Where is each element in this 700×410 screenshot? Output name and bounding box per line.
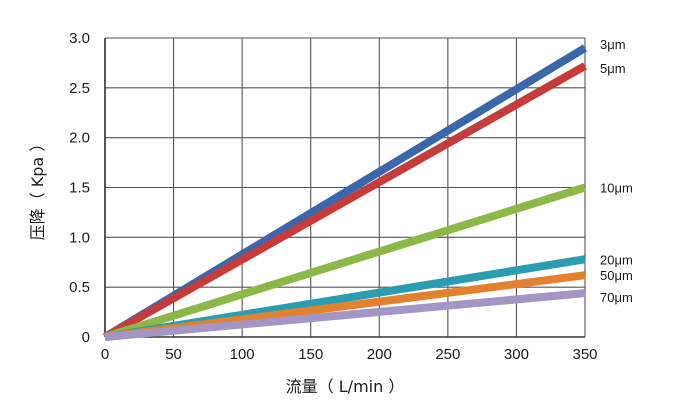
x-tick-label-3: 150	[298, 346, 323, 363]
x-tick-label-1: 50	[165, 346, 182, 363]
grid	[104, 37, 586, 338]
y-axis-title: 压降（ Kpa ）	[28, 136, 47, 241]
y-tick-labels: 0 0.5 1.0 1.5 2.0 2.5 3.0	[69, 30, 90, 346]
x-tick-label-4: 200	[367, 346, 392, 363]
series-label-70μm: 70μm	[600, 290, 633, 305]
series-label-20μm: 20μm	[600, 252, 633, 267]
x-tick-label-0: 0	[101, 346, 109, 363]
y-tick-label-5: 2.5	[69, 80, 90, 97]
series-label-10μm: 10μm	[600, 181, 633, 196]
series-label-3μm: 3μm	[600, 37, 626, 52]
y-tick-label-1: 0.5	[69, 279, 90, 296]
y-tick-label-2: 1.0	[69, 229, 90, 246]
y-tick-label-3: 1.5	[69, 180, 90, 197]
y-tick-label-0: 0	[82, 329, 90, 346]
series-line-5μm	[103, 62, 587, 341]
series-label-5μm: 5μm	[600, 61, 626, 76]
x-tick-label-7: 350	[572, 346, 597, 363]
series-line-70μm	[104, 289, 586, 341]
series-lines	[102, 44, 588, 341]
series-line-10μm	[103, 183, 587, 341]
x-tick-labels: 0 50 100 150 200 250 300 350	[101, 346, 598, 363]
series-label-50μm: 50μm	[600, 268, 633, 283]
x-tick-label-5: 250	[435, 346, 460, 363]
y-tick-label-6: 3.0	[69, 30, 90, 47]
x-tick-label-6: 300	[504, 346, 529, 363]
x-tick-label-2: 100	[230, 346, 255, 363]
y-tick-label-4: 2.0	[69, 130, 90, 147]
x-axis-title: 流量（ L/min ）	[286, 377, 405, 396]
